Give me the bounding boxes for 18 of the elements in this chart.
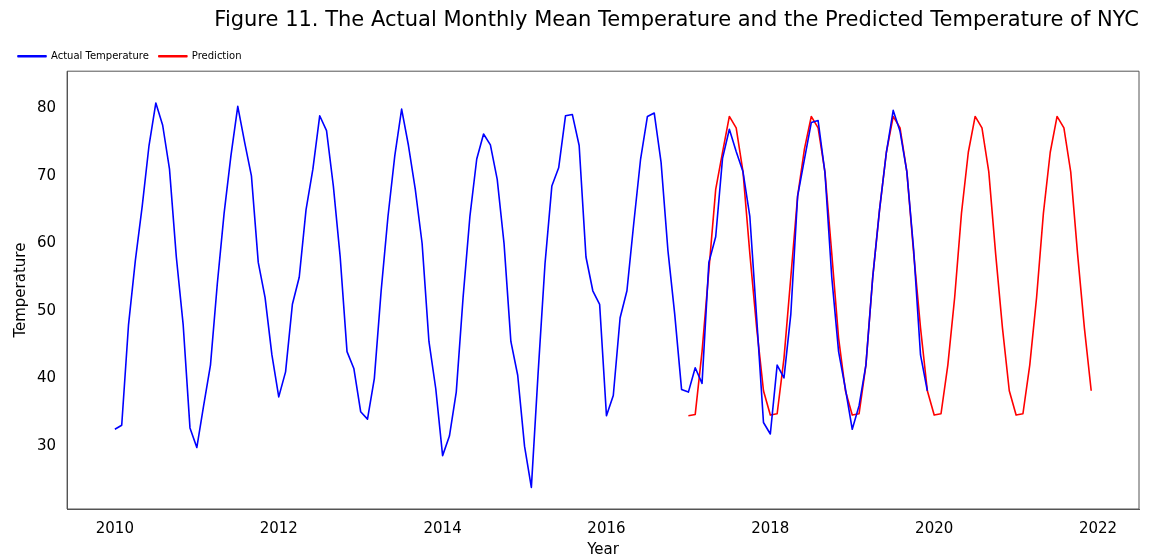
y-tick-label: 60 xyxy=(36,233,57,252)
y-tick-label: 50 xyxy=(36,300,57,319)
x-tick-label: 2022 xyxy=(1078,518,1118,537)
x-tick-label: 2012 xyxy=(259,518,298,537)
chart-title: Figure 11. The Actual Monthly Mean Temperature and the Predicted Temperature of NYC xyxy=(214,7,1139,32)
legend-label: Prediction xyxy=(191,49,242,61)
x-tick-label: 2018 xyxy=(751,518,790,537)
y-tick-label: 70 xyxy=(36,165,57,184)
y-tick-label: 30 xyxy=(36,436,57,455)
legend-label: Actual Temperature xyxy=(51,49,149,61)
x-tick-label: 2014 xyxy=(423,518,462,537)
y-axis-title: Temperature xyxy=(10,242,29,339)
x-axis-title: Year xyxy=(586,539,620,558)
y-tick-label: 40 xyxy=(36,368,57,387)
x-tick-label: 2020 xyxy=(915,518,954,537)
x-tick-label: 2016 xyxy=(587,518,626,537)
x-tick-label: 2010 xyxy=(95,518,134,537)
y-tick-label: 80 xyxy=(36,98,57,117)
